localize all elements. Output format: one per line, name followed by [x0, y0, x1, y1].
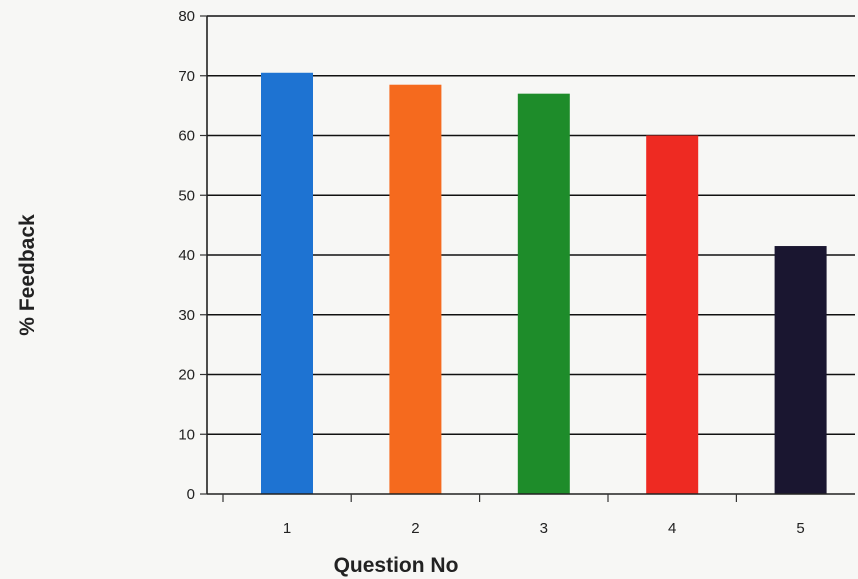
bar-1 — [261, 72, 313, 494]
y-tick-label: 60 — [178, 128, 195, 145]
y-tick-label: 20 — [178, 367, 195, 384]
y-tick-label: 70 — [178, 68, 195, 85]
bar-5 — [774, 246, 827, 494]
y-tick-label: 10 — [178, 426, 195, 443]
y-tick-label: 40 — [178, 247, 195, 264]
y-tick-labels: 0 10 20 30 40 50 60 70 80 — [178, 8, 207, 503]
bar-4 — [646, 135, 699, 494]
x-tick-labels: 1 2 3 4 5 — [222, 494, 805, 537]
x-tick-label: 3 — [540, 520, 548, 537]
bar-3 — [517, 93, 570, 495]
y-tick-label: 0 — [187, 486, 195, 503]
bars — [261, 72, 827, 495]
x-tick-label: 4 — [668, 520, 676, 537]
y-tick-label: 30 — [178, 307, 195, 324]
y-tick-label: 80 — [178, 8, 195, 25]
x-tick-label: 1 — [283, 520, 291, 537]
x-tick-label: 2 — [411, 520, 419, 537]
x-axis-title: Question No — [334, 554, 459, 577]
y-tick-label: 50 — [178, 187, 195, 204]
bar-2 — [389, 84, 442, 495]
x-tick-label: 5 — [796, 520, 804, 537]
y-axis-title: % Feedback — [16, 214, 39, 336]
